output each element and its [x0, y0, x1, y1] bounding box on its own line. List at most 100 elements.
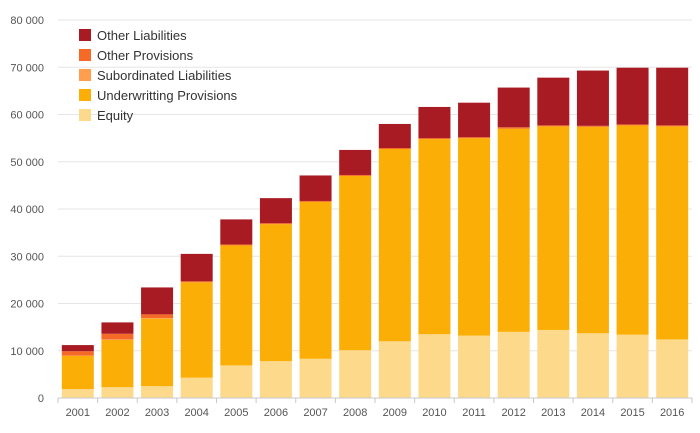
bar-segment: [576, 333, 609, 398]
bar-segment: [497, 331, 530, 398]
bar-segment: [220, 219, 253, 245]
bar-segment: [299, 201, 332, 359]
y-tick-label: 0: [38, 393, 44, 405]
bar-segment: [101, 333, 134, 340]
bar-segment: [418, 139, 451, 335]
y-tick-label: 60 000: [10, 110, 44, 122]
x-tick-label: 2009: [383, 407, 407, 419]
bar-segment: [141, 314, 174, 319]
bars-layer: [61, 67, 689, 398]
legend-label: Other Provisions: [97, 48, 194, 63]
bar-segment: [458, 137, 491, 139]
bar-segment: [61, 389, 94, 398]
x-tick-label: 2015: [620, 407, 644, 419]
bar-segment: [378, 341, 411, 398]
x-tick-label: 2013: [541, 407, 565, 419]
y-tick-label: 10 000: [10, 346, 44, 358]
bar-segment: [576, 126, 609, 334]
legend-label: Equity: [97, 108, 134, 123]
bar-segment: [537, 126, 570, 330]
bar-segment: [537, 125, 570, 127]
bar-segment: [61, 345, 94, 352]
bar-segment: [339, 175, 372, 351]
bar-segment: [299, 358, 332, 398]
bar-segment: [656, 125, 689, 127]
bar-segment: [458, 102, 491, 138]
y-tick-label: 20 000: [10, 299, 44, 311]
bar-segment: [339, 174, 372, 176]
bar-segment: [616, 124, 649, 126]
x-tick-label: 2014: [581, 407, 605, 419]
bar-segment: [259, 223, 292, 225]
bar-segment: [458, 335, 491, 398]
y-tick-label: 40 000: [10, 204, 44, 216]
legend-swatch: [79, 49, 91, 61]
legend-swatch: [79, 29, 91, 41]
x-tick-label: 2008: [343, 407, 367, 419]
bar-segment: [339, 149, 372, 175]
y-tick-label: 80 000: [10, 15, 44, 27]
bar-segment: [101, 322, 134, 334]
bar-segment: [418, 334, 451, 398]
bar-segment: [61, 355, 94, 390]
x-tick-label: 2006: [264, 407, 288, 419]
bar-segment: [220, 244, 253, 246]
bar-segment: [576, 125, 609, 127]
bar-segment: [101, 339, 134, 388]
bar-segment: [180, 377, 213, 398]
bar-segment: [259, 224, 292, 362]
bar-segment: [220, 245, 253, 366]
y-tick-label: 70 000: [10, 62, 44, 74]
y-tick-label: 50 000: [10, 157, 44, 169]
bar-segment: [537, 329, 570, 398]
bar-segment: [141, 287, 174, 315]
bar-segment: [339, 350, 372, 398]
bar-segment: [259, 198, 292, 224]
y-tick-label: 30 000: [10, 251, 44, 263]
x-tick-label: 2012: [501, 407, 525, 419]
bar-segment: [497, 128, 530, 332]
bar-segment: [180, 282, 213, 378]
bar-segment: [497, 127, 530, 129]
x-tick-label: 2002: [105, 407, 129, 419]
bar-segment: [616, 67, 649, 125]
bar-segment: [378, 148, 411, 149]
legend-label: Subordinated Liabilities: [97, 68, 232, 83]
bar-segment: [180, 253, 213, 282]
x-tick-label: 2003: [145, 407, 169, 419]
bar-segment: [576, 70, 609, 126]
bar-segment: [61, 351, 94, 356]
bar-segment: [458, 138, 491, 336]
legend-swatch: [79, 69, 91, 81]
bar-segment: [141, 386, 174, 398]
x-tick-label: 2010: [422, 407, 446, 419]
bar-segment: [180, 281, 213, 283]
bar-segment: [299, 200, 332, 202]
bar-segment: [418, 106, 451, 139]
bar-segment: [656, 339, 689, 398]
bar-segment: [616, 334, 649, 398]
bar-segment: [259, 361, 292, 398]
bar-segment: [537, 77, 570, 126]
legend-label: Other Liabilities: [97, 28, 187, 43]
bar-segment: [299, 175, 332, 201]
bar-segment: [656, 67, 689, 126]
bar-segment: [497, 87, 530, 128]
bar-segment: [141, 318, 174, 387]
bar-segment: [418, 138, 451, 140]
legend: Other Liabilities Other Provisions Subordi…: [79, 28, 238, 123]
x-tick-label: 2001: [66, 407, 90, 419]
bar-segment: [378, 123, 411, 149]
legend-label: Underwritting Provisions: [97, 88, 238, 103]
axis-layer: 0 10 000 20 000 30 000 40 000 50 000 60 000 70 …: [10, 15, 693, 419]
x-tick-label: 2011: [462, 407, 486, 419]
bar-segment: [101, 387, 134, 398]
bar-segment: [616, 125, 649, 335]
bar-segment: [378, 148, 411, 342]
x-tick-label: 2007: [303, 407, 327, 419]
legend-swatch: [79, 89, 91, 101]
bar-segment: [656, 126, 689, 340]
x-tick-label: 2005: [224, 407, 248, 419]
